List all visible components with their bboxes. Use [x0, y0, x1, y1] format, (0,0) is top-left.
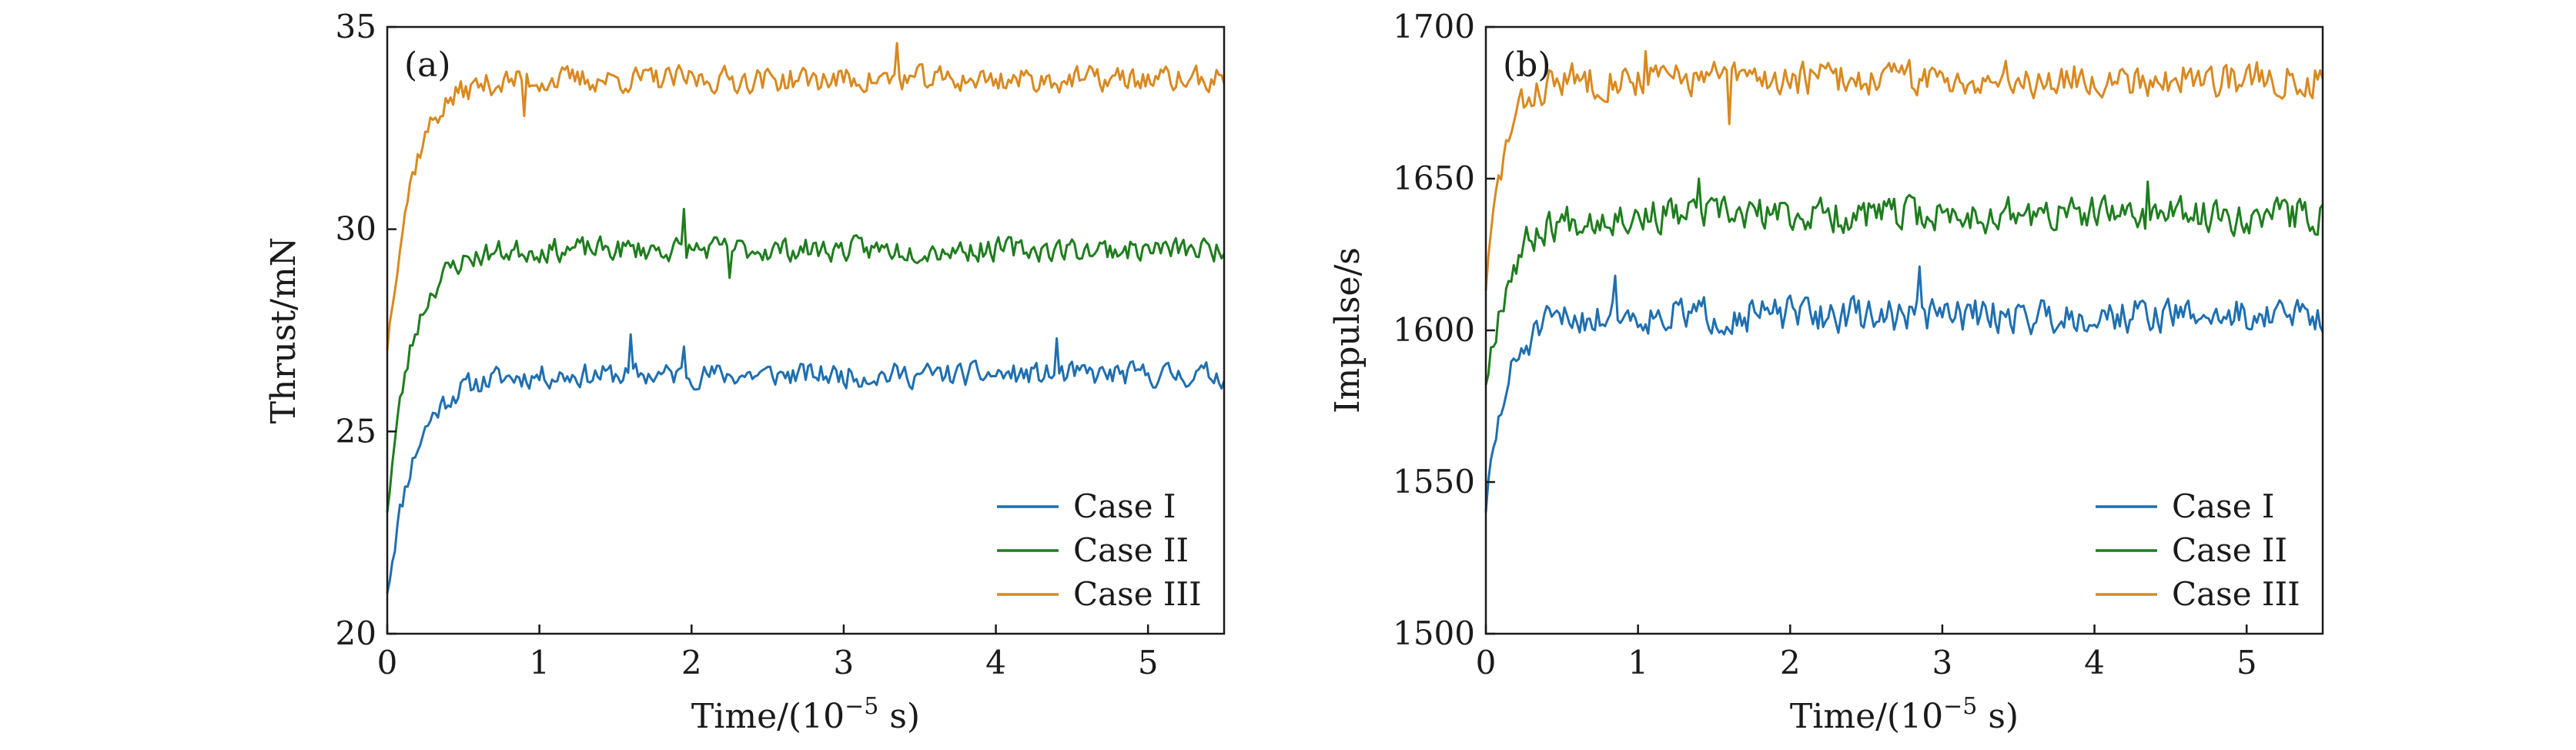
panel-b-x-axis-title-base: Time/(10: [1790, 697, 1943, 736]
panel-a-y-tick-label: 25: [336, 412, 376, 450]
panel-b-legend-label-case-3: Case III: [2172, 575, 2300, 613]
panel-b-ticks: 0 1 2 3 4 5 1500 1550 1600 1650 1700: [1393, 8, 2257, 681]
panel-a-x-axis-title-unit: s): [878, 697, 920, 736]
panel-a-legend-label-case-3: Case III: [1073, 575, 1202, 613]
panel-b-x-tick-label: 3: [1932, 644, 1953, 681]
panel-b-series-layer: [1484, 50, 2324, 513]
panel-b-label: (b): [1503, 45, 1551, 85]
panel-b-y-tick-label: 1500: [1393, 614, 1475, 652]
panel-a-x-tick-label: 2: [681, 644, 702, 681]
panel-a-series-case-1: [386, 333, 1226, 594]
panel-a-series-case-3: [386, 42, 1226, 351]
panel-a-label: (a): [404, 45, 451, 85]
panel-b-x-axis-title-unit: s): [1977, 697, 2019, 736]
panel-b-y-axis-title: Impulse/s: [1328, 247, 1367, 414]
panel-b-y-tick-label: 1650: [1393, 159, 1475, 197]
panel-b-x-axis-title-exponent: −5: [1943, 693, 1977, 720]
panel-a-y-tick-label: 35: [336, 8, 376, 45]
panel-b-y-tick-label: 1550: [1393, 463, 1475, 501]
panel-b-impulse: 0 1 2 3 4 5 1500 1550 1600 1650 1700 (b) Impulse/s…: [1328, 8, 2324, 736]
panel-a-series-layer: [386, 42, 1226, 594]
panel-a-thrust: 0 1 2 3 4 5 20 25 30 35 (a) Thrust/mN Time/(10−5 …: [264, 8, 1226, 736]
panel-a-y-tick-label: 30: [336, 210, 376, 248]
panel-b-x-tick-label: 4: [2084, 644, 2105, 681]
panel-a-x-axis-title: Time/(10−5 s): [691, 693, 920, 736]
panel-a-x-tick-label: 4: [985, 644, 1006, 681]
panel-b-x-tick-label: 2: [1780, 644, 1801, 681]
panel-a-x-axis-title-base: Time/(10: [691, 697, 845, 736]
panel-a-series-case-2: [386, 207, 1226, 513]
panel-a-x-tick-label: 3: [834, 644, 855, 681]
panel-b-legend-label-case-1: Case I: [2172, 487, 2275, 525]
panel-b-x-tick-label: 5: [2236, 644, 2257, 681]
panel-b-series-case-2: [1484, 177, 2324, 386]
panel-b-y-tick-label: 1700: [1393, 8, 1475, 45]
panel-a-plot-frame: [386, 25, 1226, 635]
panel-a-ticks: 0 1 2 3 4 5 20 25 30 35: [336, 8, 1159, 681]
panel-b-x-axis-title: Time/(10−5 s): [1790, 693, 2019, 736]
panel-b-series-case-3: [1484, 50, 2324, 291]
panel-b-y-tick-label: 1600: [1393, 311, 1475, 349]
panel-b-legend-label-case-2: Case II: [2172, 531, 2287, 569]
panel-b-x-tick-label: 1: [1628, 644, 1648, 681]
panel-a-legend-label-case-2: Case II: [1073, 531, 1189, 569]
panel-a-x-tick-label: 0: [377, 644, 398, 681]
panel-a-y-axis-title: Thrust/mN: [264, 237, 303, 424]
panel-a-legend-label-case-1: Case I: [1073, 487, 1176, 525]
panel-b-x-tick-label: 0: [1476, 644, 1497, 681]
panel-a-x-tick-label: 1: [529, 644, 550, 681]
panel-b-series-case-1: [1484, 265, 2324, 513]
panel-a-legend: Case I Case II Case III: [997, 487, 1202, 613]
panel-a-y-tick-label: 20: [336, 614, 376, 652]
panel-a-x-tick-label: 5: [1138, 644, 1159, 681]
panel-a-x-axis-title-exponent: −5: [845, 693, 878, 720]
panel-b-legend: Case I Case II Case III: [2096, 487, 2300, 613]
